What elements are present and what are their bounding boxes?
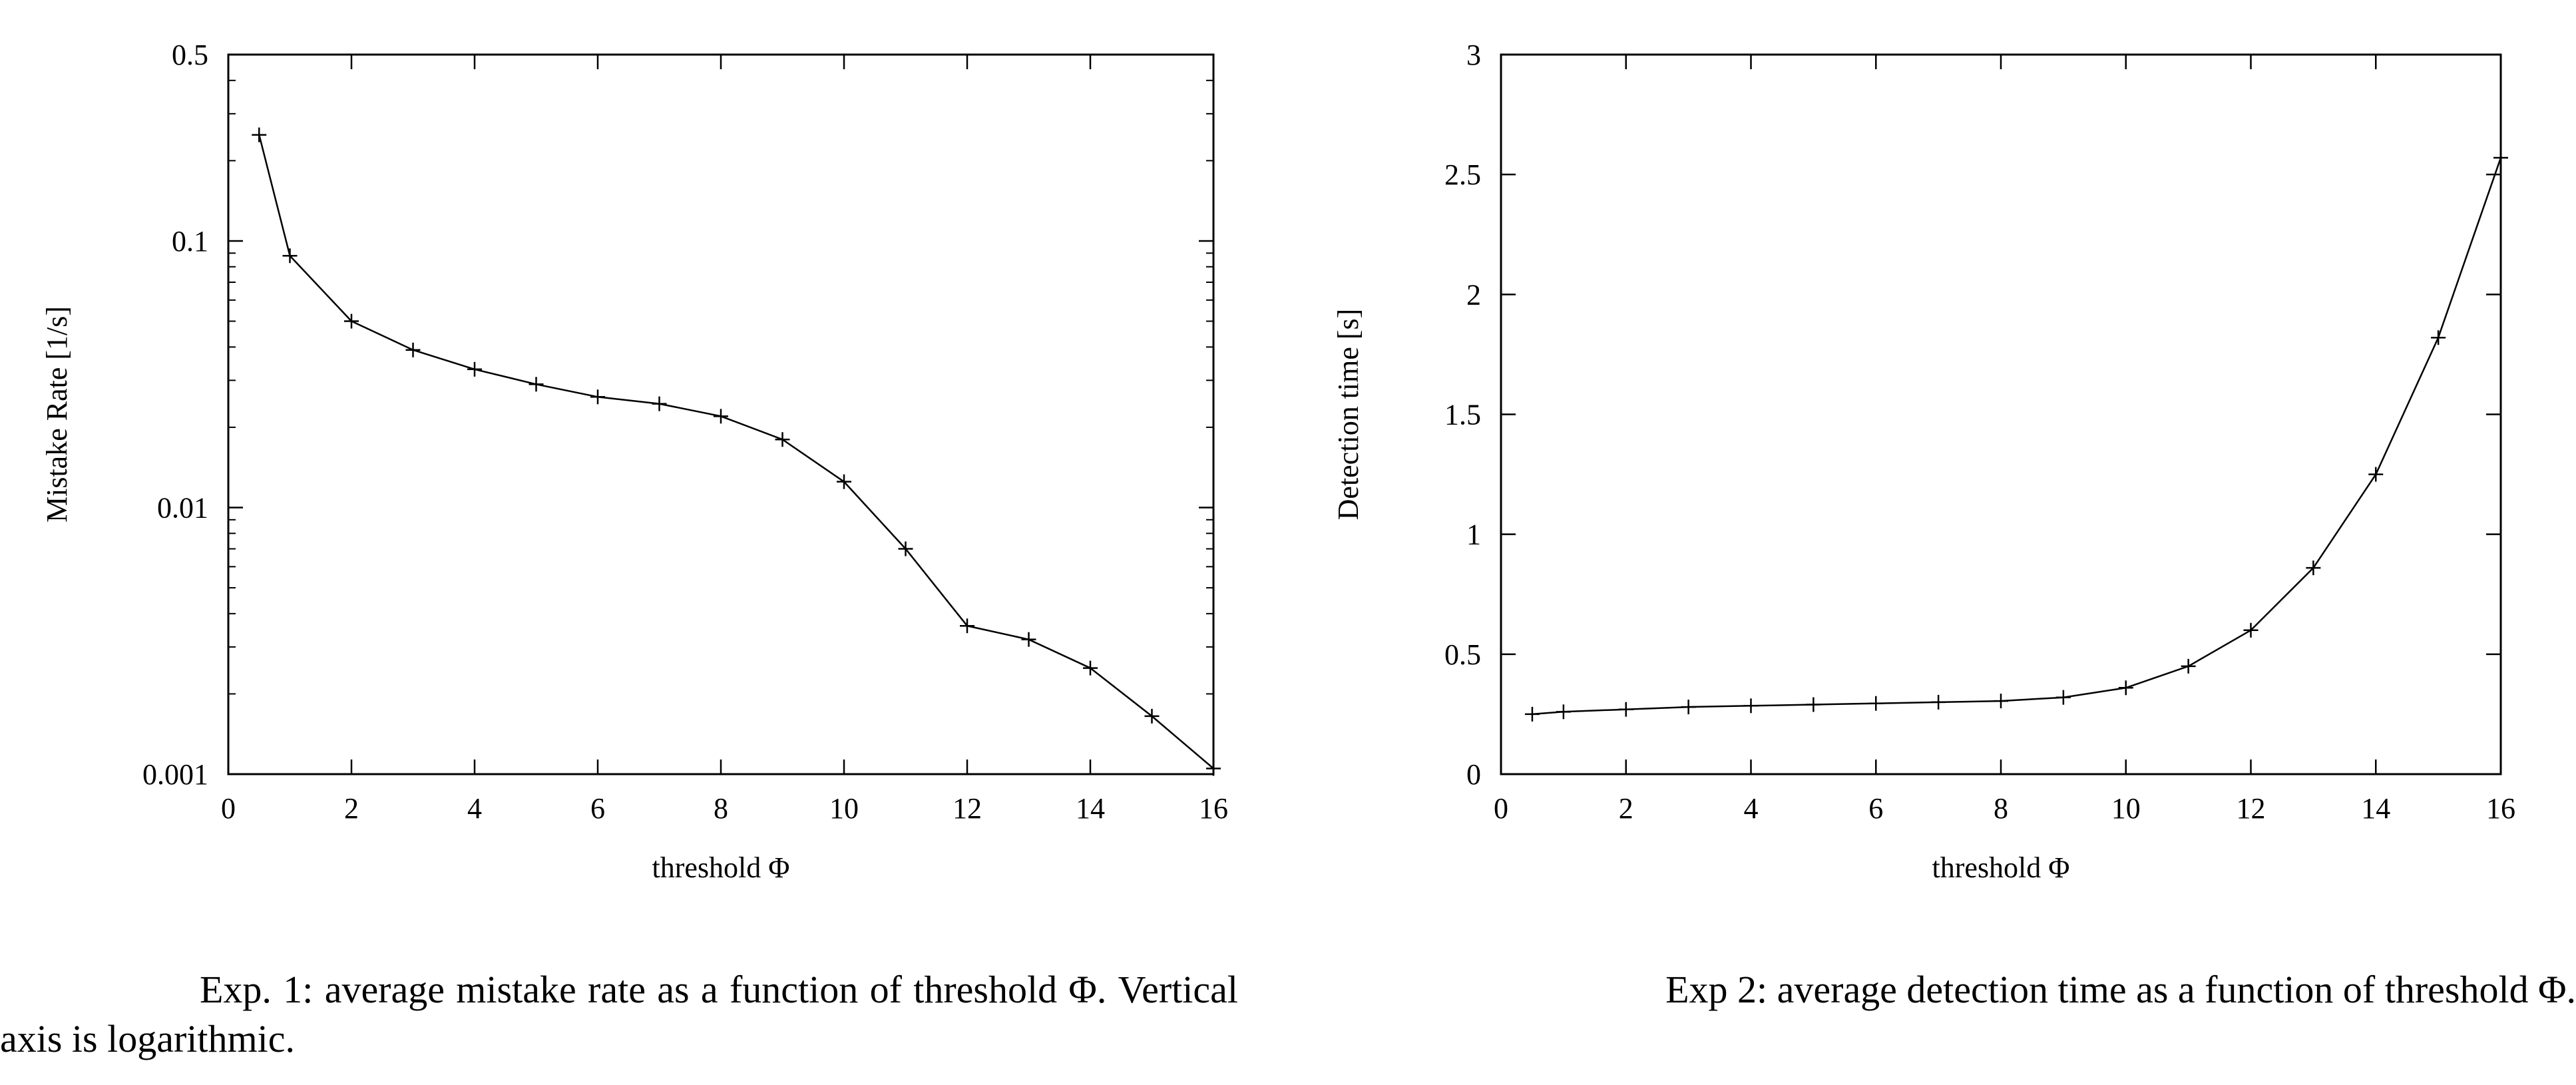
data-point-marker: [1681, 700, 1696, 715]
data-point-marker: [1994, 694, 2008, 709]
x-tick-label: 6: [1868, 792, 1883, 825]
x-tick-label: 14: [1076, 792, 1105, 825]
data-point-marker: [344, 314, 359, 329]
y-tick-label: 0: [1466, 758, 1481, 791]
x-tick-label: 4: [467, 792, 482, 825]
data-point-marker: [282, 248, 298, 264]
data-point-marker: [1083, 660, 1098, 676]
x-tick-label: 0: [1494, 792, 1508, 825]
data-point-marker: [837, 474, 851, 489]
data-point-marker: [2306, 560, 2321, 576]
data-point-marker: [652, 396, 667, 411]
data-point-marker: [714, 409, 728, 424]
data-point-marker: [405, 342, 421, 357]
data-point-marker: [2431, 330, 2446, 345]
data-point-marker: [1806, 697, 1821, 712]
chart-mistake-rate: 0 2 4 6 8 10 12 14 16 0.001 0.01 0.1 0.5 threshold Φ M…: [41, 39, 1228, 884]
x-tick-label: 4: [1744, 792, 1759, 825]
series-line: [1532, 157, 2502, 716]
x-tick-label: 10: [829, 792, 859, 825]
caption-exp1: Exp. 1: average mistake rate as a functi…: [0, 968, 1238, 1060]
y-tick-label: 3: [1466, 39, 1481, 71]
data-point-marker: [2181, 658, 2196, 674]
x-tick-label: 10: [2111, 792, 2141, 825]
x-tick-label: 12: [2237, 792, 2266, 825]
data-point-marker: [529, 377, 544, 392]
data-point-marker: [590, 389, 605, 405]
y-tick-label: 2.5: [1444, 158, 1481, 191]
data-point-marker: [2493, 150, 2508, 165]
data-point-marker: [2118, 680, 2133, 696]
x-axis-label: threshold Φ: [1932, 851, 2070, 884]
x-tick-label: 8: [714, 792, 728, 825]
data-point-marker: [2243, 622, 2258, 638]
y-tick-label: 1.5: [1444, 399, 1481, 431]
data-point-marker: [1556, 704, 1571, 720]
data-point-marker: [2055, 690, 2071, 705]
y-tick-label: 0.5: [172, 39, 208, 71]
data-point-marker: [1931, 694, 1946, 710]
data-point-marker: [1868, 696, 1884, 711]
y-axis-label: Mistake Rate [1/s]: [41, 306, 73, 523]
data-point-marker: [960, 618, 974, 634]
data-point-marker: [2368, 467, 2384, 482]
x-tick-label: 2: [344, 792, 359, 825]
caption-exp2: Exp 2: average detection time as a funct…: [1665, 968, 2576, 1011]
y-tick-label: 0.01: [157, 491, 208, 524]
data-point-marker: [898, 541, 913, 556]
y-tick-label: 0.1: [172, 225, 208, 258]
data-point-marker: [1524, 706, 1540, 722]
chart-detection-time: 0 2 4 6 8 10 12 14 16 0 0.5 1 1.5 2 2.5 3 threshold Φ Det…: [1332, 39, 2515, 884]
data-point-marker: [467, 361, 482, 377]
data-point-marker: [1021, 632, 1036, 647]
x-tick-label: 0: [221, 792, 236, 825]
x-axis-label: threshold Φ: [652, 851, 790, 884]
x-tick-label: 8: [1994, 792, 2008, 825]
plot-frame: [1500, 53, 2502, 775]
y-tick-label: 1: [1466, 519, 1481, 551]
series-line: [258, 134, 1214, 769]
y-axis-label: Detection time [s]: [1332, 309, 1365, 521]
y-tick-label: 2: [1466, 278, 1481, 311]
x-tick-label: 2: [1619, 792, 1633, 825]
data-point-marker: [1144, 708, 1160, 724]
data-point-marker: [775, 432, 790, 447]
y-tick-label: 0.001: [142, 758, 208, 791]
x-tick-label: 12: [953, 792, 982, 825]
data-point-marker: [252, 127, 267, 142]
x-tick-label: 16: [1199, 792, 1228, 825]
y-tick-label: 0.5: [1444, 638, 1481, 671]
x-tick-label: 6: [590, 792, 605, 825]
data-point-marker: [1743, 698, 1759, 714]
x-tick-label: 14: [2361, 792, 2390, 825]
data-point-marker: [1206, 761, 1221, 776]
data-point-marker: [1618, 702, 1633, 717]
x-tick-label: 16: [2486, 792, 2515, 825]
